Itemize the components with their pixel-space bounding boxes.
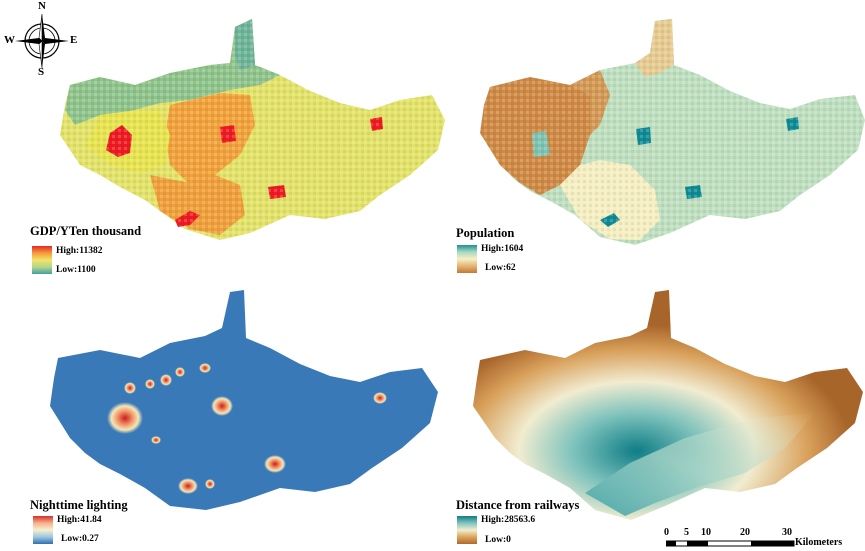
railways-legend-high: High:28563.6: [481, 515, 536, 525]
nighttime-legend-ramp: [33, 516, 53, 544]
gdp-legend-title: GDP/YTen thousand: [30, 224, 142, 238]
nighttime-map: [50, 290, 438, 510]
nighttime-legend-high: High:41.84: [57, 515, 102, 525]
scale-tick-30: 30: [782, 527, 792, 538]
railways-legend-low: Low:0: [485, 535, 511, 545]
gdp-map: [60, 19, 445, 240]
gdp-legend-high: High:11382: [56, 246, 103, 256]
nighttime-map-panel: [30, 288, 450, 513]
population-legend-high: High:1604: [481, 244, 524, 254]
scale-bar: 0 5 10 20 30 Kilometers: [664, 527, 864, 549]
scale-unit-label: Kilometers: [795, 537, 843, 548]
scale-tick-0: 0: [664, 527, 669, 538]
scale-tick-5: 5: [684, 527, 689, 538]
railways-map: [473, 290, 863, 520]
railways-legend-title: Distance from railways: [456, 498, 580, 512]
scale-tick-10: 10: [701, 527, 711, 538]
nighttime-legend-low: Low:0.27: [61, 534, 99, 544]
compass-east-label: E: [70, 34, 78, 46]
population-legend-low: Low:62: [485, 263, 516, 273]
railways-map-panel: [455, 288, 865, 523]
population-legend-ramp: [457, 245, 477, 273]
gdp-legend-ramp: [32, 246, 52, 274]
compass-north-label: N: [38, 0, 46, 12]
railways-legend-ramp: [457, 516, 477, 544]
compass-west-label: W: [4, 34, 15, 46]
scale-tick-20: 20: [740, 527, 750, 538]
scale-bar-graphic: [666, 540, 795, 547]
population-map: [480, 19, 865, 245]
population-legend-title: Population: [456, 226, 515, 240]
north-arrow-compass: N S E W: [4, 0, 80, 78]
population-map-panel: [460, 15, 865, 250]
compass-rose-icon: [15, 13, 69, 69]
compass-south-label: S: [38, 66, 45, 78]
gdp-legend-low: Low:1100: [56, 265, 96, 275]
nighttime-legend-title: Nighttime lighting: [30, 498, 128, 512]
gdp-map-panel: [40, 15, 450, 245]
